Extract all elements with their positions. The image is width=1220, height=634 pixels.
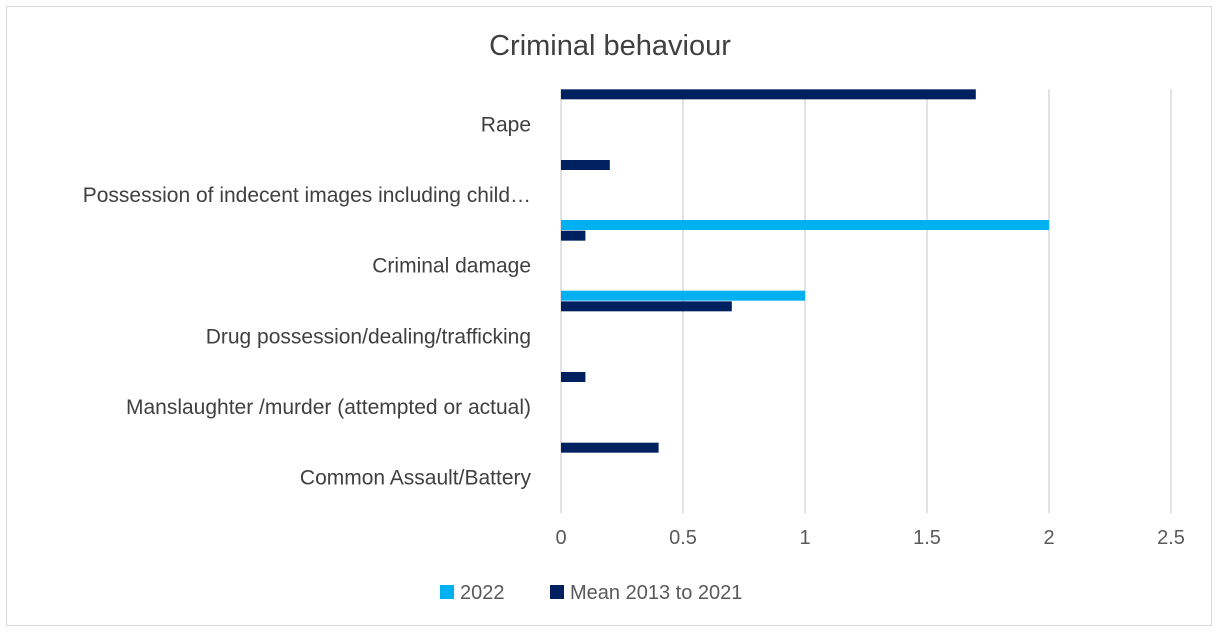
bar-2022 [561,290,805,301]
legend: 2022 Mean 2013 to 2021 [440,582,742,604]
bar-mean [561,89,976,100]
x-tick-label: 2 [1043,527,1054,549]
category-label: Criminal damage [372,255,531,278]
bar-mean [561,160,610,170]
x-tick-label: 0 [555,527,566,549]
category-label: Common Assault/Battery [300,467,532,490]
category-label: Possession of indecent images including … [83,184,531,207]
category-label: Drug possession/dealing/trafficking [206,325,531,348]
bar-2022 [561,220,1049,230]
x-tick-label: 0.5 [669,527,697,549]
category-labels: Rape Possession of indecent images includ… [83,113,532,489]
legend-swatch [440,585,454,599]
chart-title: Criminal behaviour [489,30,731,62]
legend-label: Mean 2013 to 2021 [570,582,742,604]
category-label: Rape [481,113,531,136]
gridlines [560,89,1172,513]
legend-swatch [550,585,564,599]
bar-mean [561,301,732,312]
x-tick-label: 1 [799,527,810,549]
x-tick-labels: 0 0.5 1 1.5 2 2.5 [555,527,1184,549]
x-tick-label: 2.5 [1157,527,1185,549]
legend-label: 2022 [460,582,505,604]
chart-frame [6,6,1212,626]
bar-mean [561,442,659,453]
bar-mean [561,372,586,382]
category-label: Manslaughter /murder (attempted or actua… [126,396,531,419]
bars [561,89,1049,453]
bar-mean [561,230,586,241]
x-tick-label: 1.5 [913,527,941,549]
